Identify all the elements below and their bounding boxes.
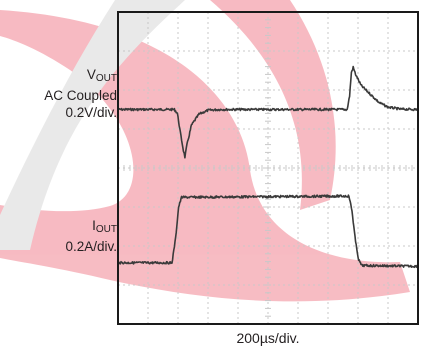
x-axis-label: 200µs/div. xyxy=(236,330,300,346)
iout-label-block: IOUT 0.2A/div. xyxy=(65,217,117,255)
plot-frame xyxy=(117,11,419,325)
vout-trace xyxy=(117,65,419,159)
vout-scale-label: 0.2V/div. xyxy=(65,105,117,120)
traces xyxy=(117,65,419,269)
iout-label: IOUT xyxy=(92,218,117,235)
vout-label: VOUT xyxy=(86,67,117,84)
watermark-red-swoosh xyxy=(0,10,410,302)
watermark-red-arc xyxy=(210,0,336,210)
watermark-gray-swoosh xyxy=(0,0,185,250)
grid xyxy=(117,11,419,325)
iout-trace xyxy=(117,194,419,269)
iout-scale-label: 0.2A/div. xyxy=(65,239,117,254)
vout-coupling-label: AC Coupled xyxy=(44,88,117,103)
vout-label-block: VOUT AC Coupled 0.2V/div. xyxy=(44,66,117,121)
